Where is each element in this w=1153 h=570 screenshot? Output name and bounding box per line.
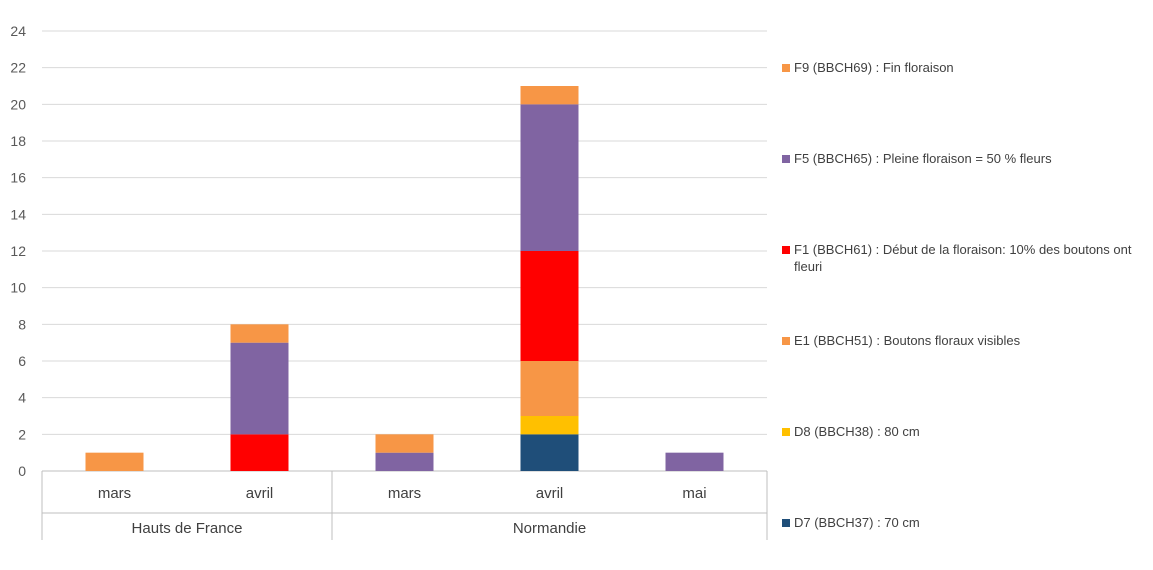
bar-segment (665, 452, 724, 471)
x-category-label: avril (246, 485, 274, 502)
legend-swatch (782, 337, 790, 345)
x-group-label: Hauts de France (132, 520, 243, 537)
bar-segment (520, 86, 579, 105)
y-tick-label: 14 (10, 206, 26, 222)
bar-segment (230, 434, 289, 471)
bar-segment (520, 251, 579, 361)
legend-swatch (782, 519, 790, 527)
y-tick-label: 2 (18, 426, 26, 442)
bar-segment (230, 324, 289, 343)
bar-segment (375, 434, 434, 453)
bars (85, 86, 724, 471)
y-tick-label: 10 (10, 280, 26, 296)
bar-segment (85, 452, 144, 471)
y-tick-label: 22 (10, 60, 26, 76)
y-tick-label: 4 (18, 390, 26, 406)
bar-segment (520, 434, 579, 471)
x-group-label: Normandie (513, 520, 586, 537)
x-category-label: mars (388, 485, 421, 502)
gridlines (42, 30, 767, 472)
x-category-label: mars (98, 485, 131, 502)
legend-entry: D7 (BBCH37) : 70 cm (794, 515, 920, 530)
legend-entry: E1 (BBCH51) : Boutons floraux visibles (794, 333, 1021, 348)
bar-segment (375, 452, 434, 471)
x-category-label: mai (682, 485, 706, 502)
y-tick-label: 20 (10, 96, 26, 112)
y-tick-label: 18 (10, 133, 26, 149)
legend-swatch (782, 64, 790, 72)
bar-segment (230, 342, 289, 435)
legend-entry: D8 (BBCH38) : 80 cm (794, 424, 920, 439)
bar-segment (520, 361, 579, 416)
x-category-label: avril (536, 485, 564, 502)
y-tick-label: 0 (18, 463, 26, 479)
bar-segment (520, 416, 579, 435)
legend-entry: F9 (BBCH69) : Fin floraison (794, 60, 954, 75)
x-axis: mars avril mars avril mai Hauts de France Norm… (41, 471, 768, 540)
bar-segment (520, 104, 579, 251)
y-tick-label: 12 (10, 243, 26, 259)
y-tick-label: 16 (10, 170, 26, 186)
legend-entry: F1 (BBCH61) : Début de la floraison: 10%… (794, 242, 1132, 274)
y-tick-label: 24 (10, 23, 26, 39)
y-tick-label: 8 (18, 316, 26, 332)
y-tick-label: 6 (18, 353, 26, 369)
legend-swatch (782, 428, 790, 436)
legend-entry: F5 (BBCH65) : Pleine floraison = 50 % fl… (794, 151, 1052, 166)
legend: F9 (BBCH69) : Fin floraison F5 (BBCH65) :… (782, 60, 1132, 530)
legend-swatch (782, 155, 790, 163)
legend-swatch (782, 246, 790, 254)
